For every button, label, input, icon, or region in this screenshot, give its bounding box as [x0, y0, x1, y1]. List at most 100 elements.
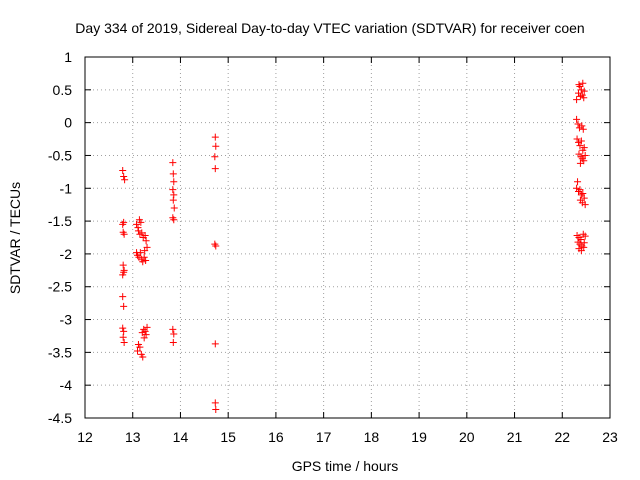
data-point: [119, 293, 127, 301]
axis-ticks: [84, 56, 611, 419]
data-point: [576, 142, 584, 150]
data-point: [134, 347, 141, 355]
data-point: [169, 196, 177, 204]
data-point: [579, 190, 587, 198]
data-point: [211, 399, 219, 407]
data-point: [581, 232, 589, 240]
data-point: [137, 218, 145, 226]
data-point: [120, 268, 128, 276]
x-tick-label: 23: [602, 429, 618, 445]
data-point: [579, 79, 587, 87]
data-point: [139, 353, 147, 361]
y-tick-label: -1: [60, 180, 73, 196]
data-point: [136, 343, 144, 351]
data-point: [119, 167, 127, 175]
y-tick-label: 0.5: [53, 82, 73, 98]
data-point: [581, 201, 589, 209]
plot-frame: [84, 56, 611, 419]
data-point: [140, 334, 148, 342]
data-point: [121, 176, 129, 184]
data-point: [133, 220, 141, 228]
x-tick-label: 21: [507, 429, 523, 445]
data-point: [136, 249, 144, 257]
data-point: [575, 138, 582, 146]
x-tick-label: 19: [411, 429, 427, 445]
data-point: [580, 194, 588, 202]
y-tick-label: -2.5: [48, 279, 72, 295]
data-point: [211, 133, 219, 141]
data-points: [119, 79, 589, 413]
data-point: [120, 218, 128, 226]
data-point: [169, 159, 177, 167]
data-point: [120, 302, 128, 310]
data-point: [212, 405, 220, 413]
data-point: [581, 151, 589, 159]
chart-title: Day 334 of 2019, Sidereal Day-to-day VTE…: [75, 20, 584, 36]
data-point: [120, 327, 128, 335]
data-point: [119, 261, 127, 269]
x-tick-label: 14: [173, 429, 189, 445]
data-point: [140, 253, 148, 261]
data-point: [169, 325, 177, 333]
x-tick-label: 17: [316, 429, 332, 445]
x-tick-labels: 12 13 14 15 16 17 18 19 20 21 22 23: [77, 429, 618, 445]
data-point: [169, 186, 177, 194]
data-point: [580, 87, 588, 95]
grid-lines: [85, 57, 610, 418]
data-point: [573, 115, 581, 123]
x-tick-label: 18: [364, 429, 380, 445]
data-point: [574, 120, 582, 128]
y-tick-label: -4.5: [48, 410, 72, 426]
data-point: [170, 178, 178, 186]
data-point: [170, 330, 178, 338]
data-point: [120, 230, 128, 238]
data-point: [576, 159, 584, 167]
data-point: [119, 324, 127, 332]
data-point: [141, 247, 149, 255]
y-tick-label: -1.5: [48, 213, 72, 229]
y-tick-label: -2: [60, 246, 73, 262]
data-point: [579, 125, 587, 133]
data-point: [211, 165, 219, 173]
data-point: [578, 91, 586, 99]
y-tick-label: 1: [64, 49, 72, 65]
y-tick-label: -4: [60, 377, 73, 393]
data-point: [212, 242, 220, 250]
data-point: [169, 339, 177, 347]
data-point: [120, 339, 128, 347]
data-point: [143, 323, 151, 331]
data-point: [576, 186, 584, 194]
x-tick-label: 15: [220, 429, 236, 445]
data-point: [119, 333, 127, 341]
data-point: [577, 86, 585, 94]
data-point: [580, 144, 588, 152]
data-point: [170, 216, 178, 224]
x-tick-label: 16: [268, 429, 284, 445]
data-point: [578, 122, 586, 130]
data-point: [574, 178, 582, 186]
data-point: [139, 258, 147, 266]
y-tick-labels: 1 0.5 0 -0.5 -1 -1.5 -2 -2.5 -3 -3.5 -4 -4.5: [48, 49, 72, 426]
data-point: [580, 243, 588, 251]
data-point: [142, 237, 150, 245]
y-axis-label: SDTVAR / TECUs: [7, 182, 23, 294]
data-point: [141, 327, 149, 335]
data-point: [212, 142, 220, 150]
x-tick-label: 22: [554, 429, 570, 445]
data-point: [573, 135, 581, 143]
y-tick-label: -0.5: [48, 147, 72, 163]
x-tick-label: 13: [125, 429, 141, 445]
data-point: [141, 232, 149, 240]
data-point: [138, 329, 146, 337]
data-point: [169, 170, 177, 178]
y-tick-label: -3.5: [48, 344, 72, 360]
x-axis-label: GPS time / hours: [292, 458, 399, 474]
data-point: [575, 81, 583, 89]
data-point: [211, 340, 219, 348]
data-point: [577, 137, 585, 145]
data-point: [577, 191, 585, 199]
data-point: [142, 256, 150, 264]
data-point: [211, 153, 219, 161]
data-point: [136, 230, 144, 238]
